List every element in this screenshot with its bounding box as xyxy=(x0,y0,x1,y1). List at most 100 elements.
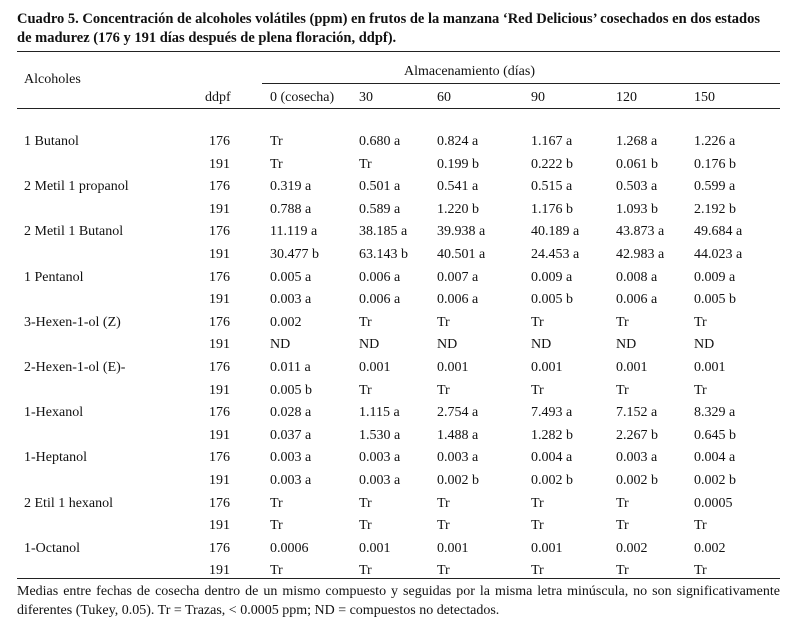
value-cell: 0.006 a xyxy=(359,292,401,308)
value-cell: Tr xyxy=(616,518,629,534)
value-cell: 0.005 b xyxy=(270,382,312,398)
value-cell: 0.004 a xyxy=(694,450,736,466)
value-cell: Tr xyxy=(437,563,450,579)
value-cell: 0.824 a xyxy=(437,134,479,149)
value-cell: 0.589 a xyxy=(359,201,401,217)
value-cell: 30.477 b xyxy=(270,247,319,262)
value-cell: Tr xyxy=(359,518,372,534)
value-cell: 0.003 a xyxy=(359,450,401,466)
value-cell: 0.001 xyxy=(531,360,563,375)
value-cell: 0.002 b xyxy=(616,473,658,488)
value-cell: 24.453 a xyxy=(531,247,580,262)
value-cell: 11.119 a xyxy=(270,224,318,240)
value-cell: Tr xyxy=(694,382,707,398)
ddpf-cell: 191 xyxy=(209,201,230,217)
value-cell: Tr xyxy=(531,495,544,511)
value-cell: ND xyxy=(270,337,291,353)
alcohol-name: 2-Hexen-1-ol (E)- xyxy=(24,360,126,375)
value-cell: Tr xyxy=(616,563,629,579)
value-cell: 1.488 a xyxy=(437,427,479,443)
header-day-2: 60 xyxy=(437,90,451,105)
value-cell: Tr xyxy=(531,314,544,330)
value-cell: 0.008 a xyxy=(616,269,658,285)
value-cell: 0.003 a xyxy=(359,473,401,488)
alcohol-name: 1 Pentanol xyxy=(24,269,84,285)
value-cell: Tr xyxy=(694,518,707,534)
ddpf-cell: 191 xyxy=(209,473,230,488)
value-cell: Tr xyxy=(270,495,283,511)
value-cell: 1.115 a xyxy=(359,405,400,421)
value-cell: Tr xyxy=(531,563,544,579)
value-cell: 44.023 a xyxy=(694,247,743,262)
value-cell: 1.282 b xyxy=(531,427,573,443)
ddpf-cell: 176 xyxy=(209,405,230,421)
alcohol-name: 2 Metil 1 Butanol xyxy=(24,224,124,240)
alcohol-name: 1-Heptanol xyxy=(24,450,87,466)
value-cell: Tr xyxy=(359,156,372,172)
value-cell: 0.004 a xyxy=(531,450,573,466)
value-cell: 42.983 a xyxy=(616,247,665,262)
value-cell: 2.754 a xyxy=(437,405,479,421)
value-cell: 0.319 a xyxy=(270,179,312,195)
value-cell: Tr xyxy=(531,518,544,534)
alcohol-name: 2 Etil 1 hexanol xyxy=(24,495,114,511)
value-cell: 0.001 xyxy=(437,360,469,375)
ddpf-cell: 191 xyxy=(209,156,230,172)
header-ddpf: ddpf xyxy=(205,90,231,105)
value-cell: 0.003 a xyxy=(270,450,312,466)
ddpf-cell: 191 xyxy=(209,337,230,353)
value-cell: 40.501 a xyxy=(437,247,486,262)
value-cell: 0.002 b xyxy=(531,473,573,488)
value-cell: Tr xyxy=(359,495,372,511)
value-cell: Tr xyxy=(437,495,450,511)
value-cell: 40.189 a xyxy=(531,224,580,240)
bottom-rule xyxy=(17,578,780,579)
value-cell: Tr xyxy=(616,382,629,398)
value-cell: 0.199 b xyxy=(437,156,479,172)
ddpf-cell: 176 xyxy=(209,179,230,195)
table-footnote: Medias entre fechas de cosecha dentro de… xyxy=(17,584,780,618)
ddpf-cell: 176 xyxy=(209,540,230,556)
value-cell: Tr xyxy=(437,314,450,330)
value-cell: Tr xyxy=(270,518,283,534)
value-cell: 0.515 a xyxy=(531,179,573,195)
alcohol-name: 2 Metil 1 propanol xyxy=(24,179,129,195)
value-cell: 0.003 a xyxy=(270,292,312,308)
ddpf-cell: 176 xyxy=(209,495,230,511)
value-cell: Tr xyxy=(694,314,707,330)
value-cell: 0.003 a xyxy=(270,473,312,488)
value-cell: 0.007 a xyxy=(437,269,479,285)
value-cell: 63.143 b xyxy=(359,247,408,262)
value-cell: 1.093 b xyxy=(616,201,658,217)
value-cell: 0.061 b xyxy=(616,156,658,172)
ddpf-cell: 176 xyxy=(209,224,230,240)
value-cell: 0.001 xyxy=(359,540,391,556)
value-cell: 0.005 a xyxy=(270,269,312,285)
value-cell: 0.0005 xyxy=(694,495,733,511)
value-cell: 0.222 b xyxy=(531,156,573,172)
value-cell: 0.788 a xyxy=(270,201,312,217)
alcohol-name: 1-Octanol xyxy=(24,540,80,556)
value-cell: ND xyxy=(531,337,552,353)
ddpf-cell: 176 xyxy=(209,134,230,149)
value-cell: 1.530 a xyxy=(359,427,401,443)
value-cell: 0.001 xyxy=(531,540,563,556)
value-cell: 0.003 a xyxy=(616,450,658,466)
alcohol-name: 3-Hexen-1-ol (Z) xyxy=(24,314,121,330)
value-cell: 0.003 a xyxy=(437,450,479,466)
value-cell: ND xyxy=(616,337,637,353)
value-cell: Tr xyxy=(531,382,544,398)
value-cell: 43.873 a xyxy=(616,224,665,240)
value-cell: Tr xyxy=(270,134,283,149)
header-day-3: 90 xyxy=(531,90,545,105)
value-cell: 0.002 b xyxy=(437,473,479,488)
value-cell: 49.684 a xyxy=(694,224,743,240)
value-cell: 0.011 a xyxy=(270,360,311,375)
header-day-0: 0 (cosecha) xyxy=(270,90,335,105)
ddpf-cell: 191 xyxy=(209,292,230,308)
value-cell: 1.268 a xyxy=(616,134,658,149)
value-cell: ND xyxy=(437,337,458,353)
header-almacenamiento: Almacenamiento (días) xyxy=(404,64,536,79)
ddpf-cell: 191 xyxy=(209,382,230,398)
value-cell: 0.009 a xyxy=(694,269,736,285)
